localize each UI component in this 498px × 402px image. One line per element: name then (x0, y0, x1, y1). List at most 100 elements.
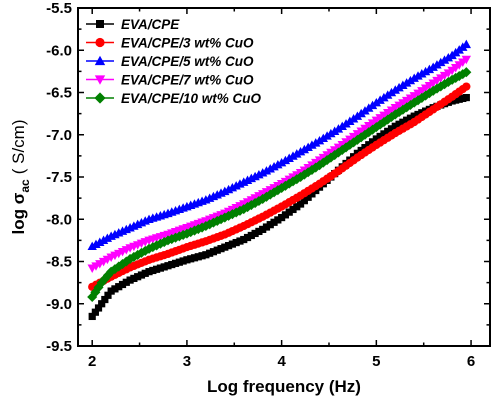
data-point (250, 197, 261, 209)
data-point (269, 187, 280, 198)
data-point (251, 229, 259, 238)
data-point (326, 128, 336, 138)
data-point (265, 189, 276, 200)
data-point (224, 242, 233, 250)
data-point (399, 118, 407, 126)
data-point (348, 114, 359, 123)
data-point (221, 243, 229, 251)
legend-marker (94, 75, 106, 85)
data-point (255, 227, 263, 236)
legend-marker (94, 92, 106, 104)
data-point (293, 203, 301, 211)
data-point (312, 186, 320, 195)
data-point (439, 55, 450, 64)
y-tick-label: -5.5 (46, 0, 72, 17)
data-point (288, 151, 298, 160)
legend-label: EVA/CPE/5 wt% CuO (121, 54, 254, 69)
data-point (306, 164, 317, 175)
x-tick-label: 3 (183, 353, 191, 370)
data-point (299, 144, 310, 154)
data-point (436, 57, 446, 67)
data-point (461, 67, 472, 78)
data-point (359, 129, 371, 140)
data-point (363, 127, 374, 138)
data-point (365, 141, 373, 149)
data-point (380, 130, 388, 138)
data-point (153, 265, 161, 273)
data-point (416, 92, 427, 103)
data-point (118, 280, 127, 289)
y-tick-label: -9.5 (46, 338, 72, 355)
data-point (94, 304, 103, 312)
data-point (304, 193, 312, 201)
legend-label: EVA/CPE/3 wt% CuO (121, 36, 254, 51)
data-point (398, 80, 408, 89)
data-point (243, 233, 252, 242)
data-point (179, 257, 187, 265)
data-point (164, 262, 172, 270)
data-point (318, 133, 328, 143)
data-point (356, 132, 367, 143)
data-point (291, 174, 302, 185)
data-point (217, 245, 225, 253)
data-point (240, 235, 248, 244)
data-point (181, 228, 192, 239)
legend-entry: EVA/CPE/10 wt% CuO (86, 91, 262, 106)
data-point (401, 102, 412, 113)
data-point (325, 152, 336, 163)
data-point (111, 285, 119, 293)
data-point (247, 231, 255, 240)
data-point (405, 75, 416, 85)
data-point (357, 146, 365, 155)
data-point (443, 53, 454, 62)
legend: EVA/CPE EVA/CPE/3 wt% CuO EVA/CPE/5 wt% Cu… (86, 17, 262, 106)
legend-entry: EVA/CPE (86, 17, 180, 32)
data-point (145, 268, 153, 276)
data-point (341, 119, 351, 128)
data-point (418, 109, 426, 117)
data-point (414, 110, 422, 119)
data-point (412, 95, 424, 106)
y-tick-label: -7.5 (46, 169, 72, 186)
data-point (337, 121, 347, 131)
data-point (307, 140, 317, 149)
data-point (390, 109, 401, 120)
data-point (387, 125, 396, 133)
data-point (299, 169, 310, 180)
data-point (126, 276, 134, 284)
data-point (395, 120, 403, 128)
y-tick-label: -8.0 (46, 211, 72, 228)
data-point (160, 263, 168, 271)
data-point (236, 237, 244, 245)
data-point (213, 246, 221, 254)
data-point (292, 149, 302, 158)
data-point (311, 138, 321, 147)
axis-ticks: 2 3 4 5 6 -9.5 -9.0 -8.5 -8.0 -7.5 -7.0 -6.5 -6.0 -5.… (46, 0, 490, 370)
data-point (228, 240, 236, 248)
data-point (371, 122, 382, 133)
legend-entry: EVA/CPE/5 wt% CuO (86, 54, 254, 69)
data-point (202, 251, 210, 259)
data-point (295, 171, 306, 183)
data-point (106, 266, 117, 277)
data-point (99, 273, 110, 285)
data-point (383, 90, 393, 99)
data-point (156, 264, 164, 272)
legend-entry: EVA/CPE/3 wt% CuO (86, 36, 254, 51)
data-point (113, 261, 124, 272)
data-point (345, 116, 355, 125)
data-point (462, 93, 470, 102)
data-point (403, 116, 411, 124)
data-point (428, 62, 438, 71)
data-point (333, 124, 344, 133)
legend-marker (96, 20, 104, 28)
data-point (413, 71, 423, 80)
data-point (371, 97, 382, 107)
data-point (259, 225, 267, 233)
data-point (289, 205, 297, 214)
y-axis-title: log σac ( S/cm) (9, 120, 32, 235)
data-point (175, 258, 183, 266)
data-point (149, 266, 157, 275)
data-point (394, 82, 404, 92)
